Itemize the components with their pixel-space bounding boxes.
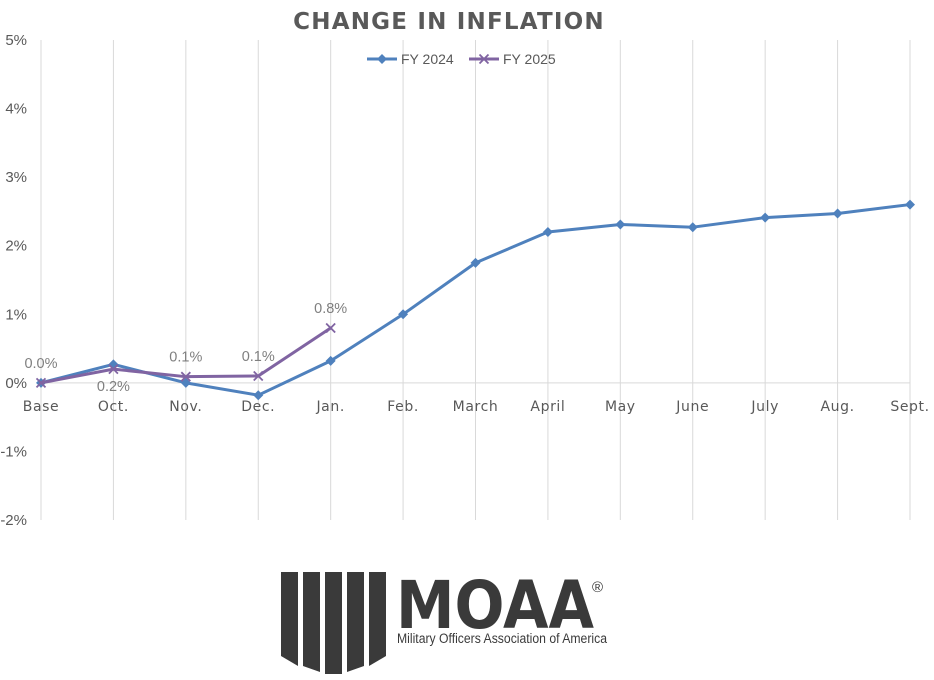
x-tick-label: June bbox=[675, 399, 709, 415]
logo-wordmark: MOAA bbox=[396, 567, 594, 644]
y-tick-label: 0% bbox=[5, 375, 27, 392]
x-tick-label: Dec. bbox=[241, 399, 275, 415]
y-tick-label: -1% bbox=[0, 443, 27, 460]
legend-marker-2 bbox=[478, 53, 490, 65]
y-axis-ticks: 5% 4% 3% 2% 1% 0% -1% -2% bbox=[0, 32, 27, 529]
x-tick-label: May bbox=[605, 399, 636, 415]
y-tick-label: 1% bbox=[5, 306, 27, 323]
series-2-point bbox=[108, 364, 119, 375]
series-1-point bbox=[760, 212, 771, 223]
y-tick-label: 5% bbox=[5, 32, 27, 49]
x-tick-label: Sept. bbox=[890, 399, 929, 415]
series-1-point bbox=[905, 199, 915, 210]
series-1-point bbox=[325, 355, 336, 366]
x-tick-label: Feb. bbox=[387, 399, 419, 415]
chart-title: CHANGE IN INFLATION bbox=[293, 9, 605, 35]
data-label: 0.2% bbox=[97, 379, 130, 395]
legend-label-2: FY 2025 bbox=[503, 51, 556, 67]
x-tick-label: Jan. bbox=[315, 399, 344, 415]
logo-tagline: Military Officers Association of America bbox=[397, 631, 607, 646]
x-tick-label: April bbox=[530, 399, 565, 415]
data-label: 0.1% bbox=[169, 350, 202, 366]
legend-marker-1 bbox=[377, 54, 387, 64]
series-1-point bbox=[832, 208, 843, 219]
moaa-stripes-icon bbox=[281, 572, 386, 674]
gridlines bbox=[40, 40, 911, 520]
series-1-point bbox=[398, 309, 409, 320]
x-tick-label: March bbox=[453, 399, 499, 415]
y-tick-label: -2% bbox=[0, 512, 27, 529]
series-1-point bbox=[615, 219, 626, 230]
legend: FY 2024 FY 2025 bbox=[367, 51, 556, 67]
x-tick-label: Base bbox=[23, 399, 60, 415]
series-2-point bbox=[253, 370, 264, 382]
y-tick-label: 3% bbox=[5, 169, 27, 186]
x-tick-label: Oct. bbox=[98, 399, 129, 415]
data-labels: 0.0% 0.2% 0.1% 0.1% 0.8% bbox=[24, 301, 347, 395]
series-1-point bbox=[470, 257, 481, 268]
moaa-logo: MOAA ® Military Officers Association of … bbox=[281, 567, 607, 674]
series-2-point bbox=[325, 322, 336, 334]
x-tick-label: Nov. bbox=[169, 399, 202, 415]
x-axis-ticks: Base Oct. Nov. Dec. Jan. Feb. March April May Jun… bbox=[23, 399, 929, 415]
y-tick-label: 4% bbox=[5, 101, 27, 118]
x-tick-label: Aug. bbox=[820, 399, 854, 415]
data-label: 0.8% bbox=[314, 301, 347, 317]
series-1-point bbox=[253, 390, 264, 401]
series-2-point bbox=[35, 377, 47, 388]
series-1-point bbox=[542, 227, 553, 237]
data-label: 0.1% bbox=[242, 349, 275, 365]
logo-registered-mark: ® bbox=[592, 579, 603, 596]
series-2-point bbox=[180, 371, 191, 382]
series bbox=[35, 199, 915, 401]
data-label: 0.0% bbox=[24, 356, 57, 372]
y-tick-label: 2% bbox=[5, 238, 27, 255]
x-tick-label: July bbox=[750, 399, 779, 415]
series-1-point bbox=[687, 222, 698, 233]
legend-label-1: FY 2024 bbox=[401, 51, 454, 67]
